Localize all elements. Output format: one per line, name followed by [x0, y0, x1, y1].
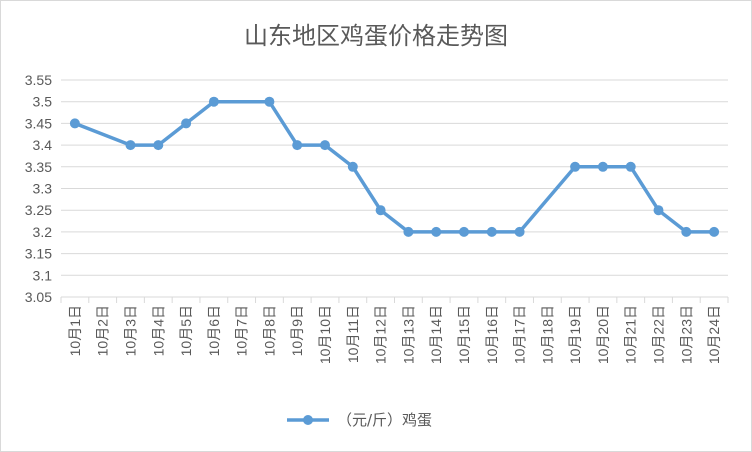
x-tick-label: 10月20日	[595, 305, 611, 364]
x-tick-label: 10月14日	[428, 305, 444, 364]
data-point	[653, 205, 664, 216]
y-tick-label: 3.3	[33, 181, 53, 197]
x-tick-label: 10月22日	[651, 305, 667, 364]
legend: （元/斤）鸡蛋	[287, 411, 432, 429]
x-tick-label: 10月4日	[150, 305, 166, 356]
x-tick-label: 10月1日	[67, 305, 83, 356]
x-tick-label: 10月2日	[95, 305, 111, 356]
x-tick-label: 10月11日	[345, 305, 361, 363]
x-tick-label: 10月10日	[317, 305, 333, 364]
x-tick-label: 10月8日	[261, 305, 277, 356]
y-tick-label: 3.15	[25, 246, 52, 262]
legend-marker	[303, 415, 313, 425]
data-point	[181, 118, 192, 129]
x-tick-label: 10月16日	[484, 305, 500, 364]
data-point	[69, 118, 80, 129]
y-tick-label: 3.35	[25, 159, 52, 175]
x-tick-label: 10月15日	[456, 305, 472, 364]
x-tick-label: 10月7日	[234, 305, 250, 356]
grid	[60, 79, 729, 303]
data-point	[459, 226, 469, 237]
x-tick-label: 10月18日	[539, 305, 555, 364]
x-tick-label: 10月24日	[706, 305, 722, 364]
x-tick-label: 10月13日	[400, 305, 416, 364]
legend-label: （元/斤）鸡蛋	[337, 411, 432, 429]
x-tick-label: 10月17日	[512, 305, 528, 364]
data-point	[681, 226, 692, 237]
x-tick-label: 10月6日	[206, 305, 222, 356]
data-point	[375, 205, 386, 216]
x-tick-label: 10月5日	[178, 305, 194, 356]
chart-title: 山东地区鸡蛋价格走势图	[244, 22, 508, 50]
data-point	[208, 96, 219, 107]
x-tick-label: 10月9日	[289, 305, 305, 356]
data-point	[486, 226, 497, 237]
y-tick-label: 3.5	[33, 94, 53, 110]
y-tick-label: 3.2	[33, 224, 53, 240]
data-point	[570, 161, 581, 172]
x-tick-label: 10月21日	[623, 305, 639, 364]
y-tick-label: 3.4	[33, 137, 53, 153]
x-tick-label: 10月3日	[122, 305, 138, 356]
data-point	[514, 226, 525, 237]
data-point	[320, 140, 330, 151]
data-point	[125, 140, 136, 151]
data-point	[431, 226, 442, 237]
y-tick-label: 3.55	[25, 72, 52, 88]
y-axis-tick-labels: 3.05 3.1 3.15 3.2 3.25 3.3 3.35 3.4 3.45 3.5 3.55	[25, 72, 52, 305]
data-point	[597, 161, 608, 172]
series-layer	[69, 96, 720, 237]
x-tick-label: 10月23日	[678, 305, 694, 364]
x-tick-label: 10月12日	[373, 305, 389, 364]
data-point	[403, 226, 414, 237]
x-axis-tick-labels: 10月1日 10月2日 10月3日 10月4日 10月5日 10月6日 10月7日 10月8日…	[67, 305, 722, 364]
data-point	[264, 96, 275, 107]
data-point	[292, 140, 303, 151]
data-point	[709, 226, 720, 237]
x-tick-label: 10月19日	[567, 305, 583, 364]
data-point	[347, 161, 358, 172]
data-point	[153, 140, 164, 151]
y-tick-label: 3.25	[25, 202, 52, 218]
data-point	[625, 161, 636, 172]
y-tick-label: 3.45	[25, 115, 52, 131]
y-tick-label: 3.1	[33, 267, 53, 283]
y-tick-label: 3.05	[25, 289, 52, 305]
